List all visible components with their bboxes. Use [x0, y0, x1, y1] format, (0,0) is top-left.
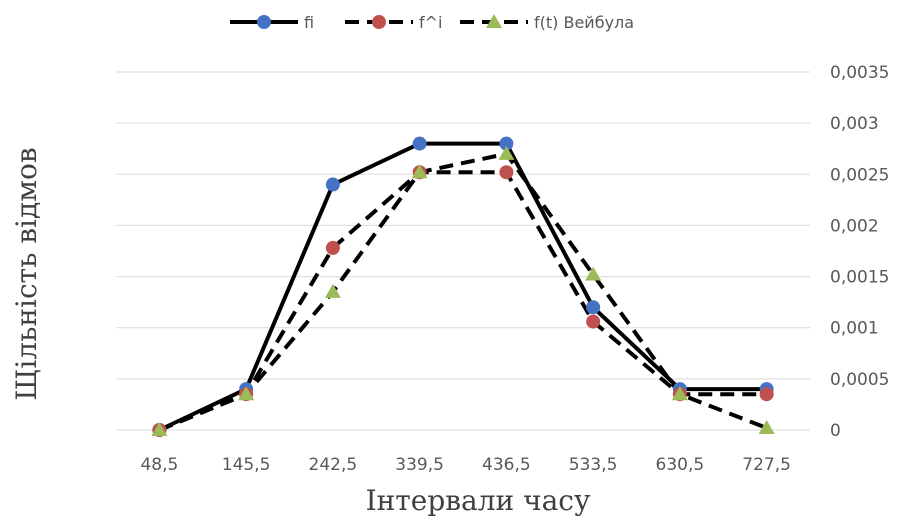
- y-tick-label: 0,0005: [830, 370, 889, 390]
- x-tick-label: 339,5: [395, 455, 444, 475]
- data-point-3: [238, 386, 255, 401]
- data-point-1: [325, 177, 340, 192]
- legend-marker-1: [257, 15, 271, 29]
- data-point-3: [671, 386, 688, 401]
- data-point-1: [586, 300, 601, 315]
- data-point-3: [324, 283, 341, 298]
- data-point-3: [151, 422, 168, 436]
- x-tick-label: 145,5: [222, 455, 271, 475]
- data-point-2: [759, 387, 774, 402]
- x-axis-title: Інтервали часу: [366, 484, 591, 517]
- legend: fi f^i f(t) Вейбула: [230, 13, 634, 32]
- legend-label-1: fi: [304, 13, 314, 32]
- data-point-2: [499, 165, 514, 180]
- x-axis-ticks: 48,5 145,5 242,5 339,5 436,5 533,5 630,5 727,5: [140, 455, 791, 475]
- y-tick-label: 0: [830, 421, 841, 441]
- x-tick-label: 48,5: [140, 455, 178, 475]
- x-tick-label: 242,5: [309, 455, 358, 475]
- y-tick-label: 0,001: [830, 319, 879, 339]
- gridlines: [116, 71, 810, 431]
- data-point-1: [499, 136, 514, 151]
- y-tick-label: 0,0035: [830, 63, 889, 83]
- data-point-1: [412, 136, 427, 151]
- series-layer: [151, 136, 775, 437]
- y-tick-label: 0,0025: [830, 165, 889, 185]
- x-tick-label: 436,5: [482, 455, 531, 475]
- y-axis-title: Щільність відмов: [10, 147, 43, 400]
- y-tick-label: 0,003: [830, 114, 879, 134]
- x-tick-label: 727,5: [742, 455, 791, 475]
- y-tick-label: 0,002: [830, 216, 879, 236]
- data-point-2: [325, 240, 340, 255]
- data-point-3: [498, 145, 515, 160]
- legend-label-2: f^i: [419, 13, 442, 32]
- legend-marker-2: [372, 15, 386, 29]
- series-line-3: [158, 151, 768, 432]
- data-point-2: [586, 314, 601, 329]
- x-tick-label: 533,5: [569, 455, 618, 475]
- y-tick-label: 0,0015: [830, 268, 889, 288]
- data-point-3: [411, 164, 428, 179]
- legend-marker-3: [486, 14, 502, 28]
- data-point-3: [758, 419, 775, 434]
- legend-label-3: f(t) Вейбула: [534, 13, 634, 32]
- data-point-3: [585, 266, 602, 281]
- series-line-2: [158, 170, 767, 432]
- y-axis-ticks: 0 0,0005 0,001 0,0015 0,002 0,0025 0,003 0,0035: [830, 63, 889, 441]
- x-tick-label: 630,5: [656, 455, 705, 475]
